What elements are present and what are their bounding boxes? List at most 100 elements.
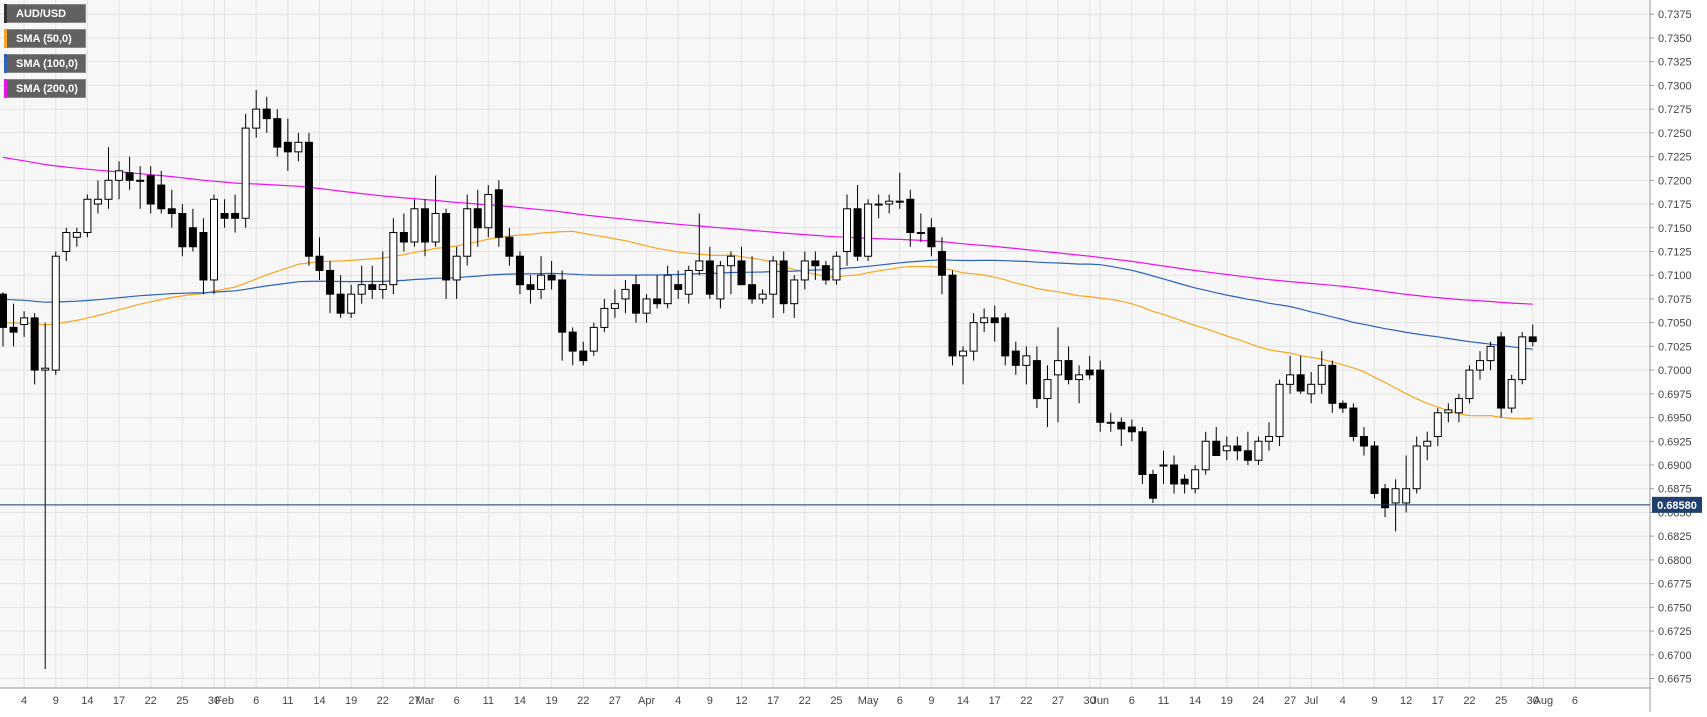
candle-body-down <box>1011 350 1020 366</box>
x-tick-label: 30 <box>208 695 220 707</box>
legend-sma100[interactable]: SMA (100,0) <box>4 54 86 73</box>
x-tick-label: 6 <box>253 695 259 707</box>
legend-sma100-label: SMA (100,0) <box>16 57 78 70</box>
legend-sma50[interactable]: SMA (50,0) <box>4 29 86 48</box>
y-tick-label: 0.6675 <box>1658 674 1692 686</box>
candle-body-up <box>895 200 904 203</box>
candle-body-up <box>241 127 250 219</box>
x-tick-label: 9 <box>53 695 59 707</box>
candle-body-up <box>452 255 461 281</box>
candle-body-down <box>505 236 514 257</box>
y-tick-label: 0.6775 <box>1658 579 1692 591</box>
candle-body-up <box>716 265 725 300</box>
candle-body-up <box>790 279 799 305</box>
x-tick-label: Feb <box>215 695 234 707</box>
x-tick-label: 25 <box>176 695 188 707</box>
candle-body-up <box>695 260 704 271</box>
candle-body-up <box>843 208 851 252</box>
x-tick-label: 19 <box>345 695 357 707</box>
candle-body-up <box>1265 436 1273 442</box>
candle-body-down <box>167 208 176 215</box>
candle-body-down <box>1170 464 1179 485</box>
legend-sma50-label: SMA (50,0) <box>16 32 72 45</box>
x-tick-label: 22 <box>377 695 389 707</box>
candle-body-down <box>273 118 282 148</box>
y-tick-label: 0.7275 <box>1658 104 1692 116</box>
legend-symbol[interactable]: AUD/USD <box>4 4 86 23</box>
x-tick-label: 30 <box>1527 695 1539 707</box>
y-tick-label: 0.7025 <box>1658 341 1692 353</box>
x-tick-label: 11 <box>1158 695 1169 707</box>
x-tick-label: 25 <box>830 695 842 707</box>
y-tick-label: 0.7125 <box>1658 246 1692 258</box>
x-tick-label: 12 <box>735 695 747 707</box>
x-tick-label: Aug <box>1534 695 1554 707</box>
legend: AUD/USD SMA (50,0) SMA (100,0) SMA (200,… <box>4 4 86 104</box>
candle-body-up <box>347 293 356 314</box>
candle-body-down <box>1212 440 1221 457</box>
candle-body-up <box>1254 440 1263 461</box>
x-tick-label: 17 <box>989 695 1001 707</box>
candle-body-down <box>779 260 788 305</box>
candle-body-up <box>72 231 81 238</box>
candle-body-up <box>463 208 472 257</box>
candle-body-up <box>51 255 60 371</box>
candle-body-down <box>0 293 7 328</box>
candle-body-down <box>579 350 588 362</box>
y-tick-label: 0.6875 <box>1658 484 1692 496</box>
candle-body-down <box>1117 421 1126 430</box>
candle-body-up <box>93 198 102 205</box>
x-tick-label: 14 <box>1189 695 1201 707</box>
x-tick-label: 19 <box>1221 695 1233 707</box>
x-tick-label: 4 <box>675 695 681 707</box>
x-tick-label: 14 <box>957 695 969 707</box>
y-tick-label: 0.6925 <box>1658 436 1692 448</box>
candle-body-down <box>821 265 830 281</box>
candle-body-up <box>758 293 767 300</box>
candle-body-up <box>589 326 598 352</box>
candle-body-up <box>378 284 387 290</box>
candle-body-down <box>1528 336 1537 343</box>
candle-body-up <box>969 322 978 352</box>
y-tick-label: 0.7075 <box>1658 294 1692 306</box>
candle-body-down <box>1497 336 1506 409</box>
legend-sma200-label: SMA (200,0) <box>16 82 78 95</box>
candle-body-up <box>1454 398 1463 414</box>
candle-body-up <box>621 288 630 300</box>
candle-body-up <box>115 170 124 181</box>
candle-body-up <box>726 255 735 267</box>
y-tick-label: 0.7100 <box>1658 270 1692 282</box>
candle-body-down <box>442 213 451 281</box>
y-tick-label: 0.6800 <box>1658 555 1692 567</box>
candle-body-down <box>30 317 39 371</box>
candle-body-up <box>252 108 261 129</box>
y-tick-label: 0.7175 <box>1658 199 1692 211</box>
x-axis: Jan491417222530Feb61114192227Mar61114192… <box>0 687 1650 707</box>
x-tick-label: 22 <box>577 695 589 707</box>
current-price-line: 0.68580 <box>0 496 1702 513</box>
x-tick-label: 4 <box>21 695 27 707</box>
y-tick-label: 0.6700 <box>1658 650 1692 662</box>
candle-body-down <box>526 284 535 290</box>
x-tick-label: 24 <box>1252 695 1264 707</box>
candle-body-up <box>642 298 651 314</box>
x-tick-label: 6 <box>1572 695 1578 707</box>
legend-swatch <box>4 79 7 98</box>
candle-body-down <box>1085 369 1094 376</box>
candle-body-down <box>9 326 18 333</box>
y-tick-label: 0.7250 <box>1658 128 1692 140</box>
candle-body-up <box>484 194 493 229</box>
candle-body-down <box>1138 431 1147 475</box>
x-tick-label: 4 <box>1340 695 1346 707</box>
legend-sma200[interactable]: SMA (200,0) <box>4 79 86 98</box>
x-tick-label: 11 <box>282 695 293 707</box>
candle-body-down <box>1370 445 1379 494</box>
legend-swatch <box>4 54 7 73</box>
candle-body-up <box>20 317 29 326</box>
candle-body-down <box>1180 478 1189 485</box>
sma-line <box>2 259 1533 350</box>
candle-body-down <box>937 250 946 276</box>
x-tick-label: 9 <box>707 695 713 707</box>
price-label: 0.68580 <box>1657 500 1697 512</box>
candle-body-up <box>1507 379 1516 409</box>
